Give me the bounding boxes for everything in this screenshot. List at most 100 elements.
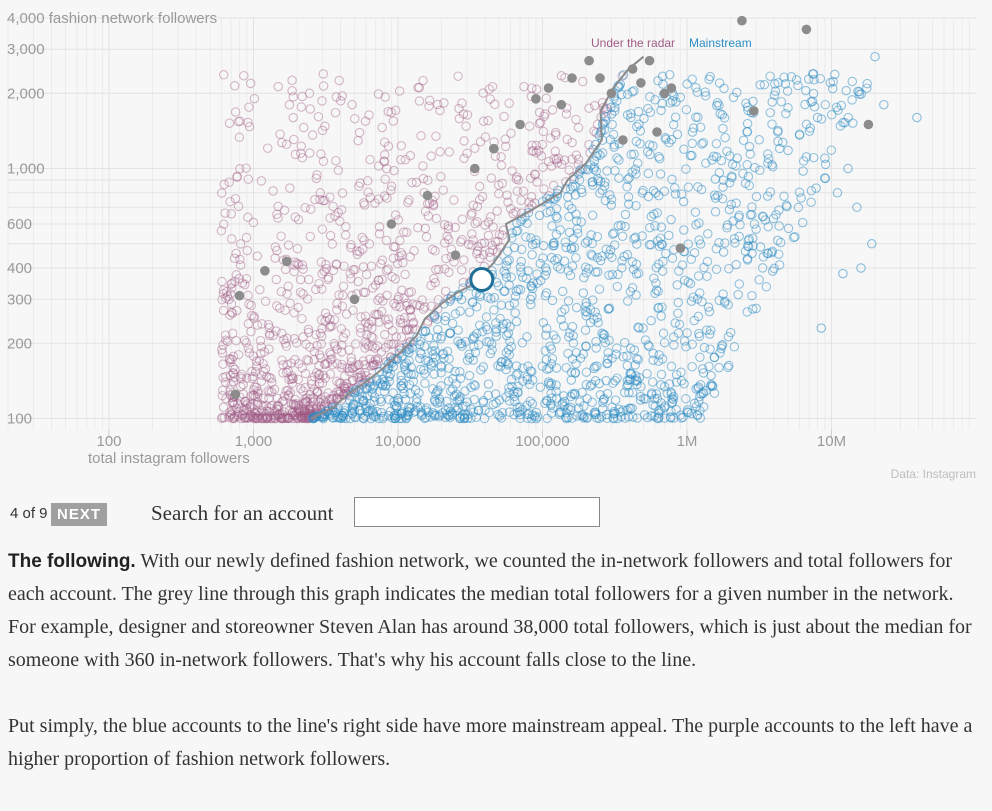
mainstream-point[interactable] [600, 195, 611, 206]
under-the-radar-point[interactable] [216, 188, 227, 198]
under-the-radar-point[interactable] [298, 404, 308, 414]
mainstream-point[interactable] [591, 336, 601, 347]
highlight-point[interactable] [644, 55, 655, 66]
steven-alan-point[interactable] [469, 267, 495, 292]
under-the-radar-point[interactable] [527, 83, 537, 93]
under-the-radar-point[interactable] [416, 131, 426, 141]
under-the-radar-point[interactable] [341, 309, 352, 319]
mainstream-point[interactable] [610, 376, 620, 386]
mainstream-point[interactable] [807, 69, 818, 79]
mainstream-point[interactable] [505, 336, 515, 346]
under-the-radar-point[interactable] [535, 117, 546, 128]
under-the-radar-point[interactable] [394, 342, 405, 352]
under-the-radar-point[interactable] [344, 363, 354, 374]
under-the-radar-point[interactable] [478, 88, 488, 98]
under-the-radar-point[interactable] [382, 290, 392, 301]
under-the-radar-point[interactable] [268, 186, 278, 196]
under-the-radar-point[interactable] [311, 367, 322, 378]
mainstream-point[interactable] [673, 297, 684, 308]
under-the-radar-point[interactable] [438, 185, 448, 195]
next-button[interactable]: NEXT [51, 503, 108, 526]
mainstream-point[interactable] [631, 353, 642, 364]
mainstream-point[interactable] [742, 241, 753, 251]
under-the-radar-point[interactable] [341, 221, 351, 232]
under-the-radar-point[interactable] [359, 360, 370, 370]
mainstream-point[interactable] [501, 347, 512, 358]
under-the-radar-point[interactable] [317, 224, 328, 234]
mainstream-point[interactable] [691, 384, 701, 394]
mainstream-point[interactable] [619, 337, 630, 348]
under-the-radar-point[interactable] [478, 116, 489, 127]
under-the-radar-point[interactable] [531, 84, 542, 95]
mainstream-point[interactable] [705, 329, 715, 339]
mainstream-point[interactable] [806, 197, 816, 207]
under-the-radar-point[interactable] [242, 245, 253, 256]
under-the-radar-point[interactable] [322, 312, 333, 323]
under-the-radar-point[interactable] [248, 371, 258, 382]
mainstream-point[interactable] [415, 347, 425, 358]
under-the-radar-point[interactable] [221, 293, 231, 304]
under-the-radar-point[interactable] [260, 413, 271, 424]
under-the-radar-point[interactable] [314, 350, 325, 360]
mainstream-point[interactable] [718, 175, 729, 186]
under-the-radar-point[interactable] [550, 146, 561, 157]
under-the-radar-point[interactable] [395, 235, 405, 246]
under-the-radar-point[interactable] [468, 200, 479, 211]
under-the-radar-point[interactable] [241, 338, 252, 348]
under-the-radar-point[interactable] [374, 229, 385, 239]
mainstream-point[interactable] [676, 376, 687, 386]
under-the-radar-point[interactable] [293, 400, 304, 410]
mainstream-point[interactable] [581, 311, 591, 321]
mainstream-point[interactable] [626, 149, 637, 160]
under-the-radar-point[interactable] [362, 322, 373, 332]
mainstream-point[interactable] [720, 238, 730, 248]
under-the-radar-point[interactable] [305, 401, 315, 411]
mainstream-point[interactable] [559, 256, 570, 266]
mainstream-point[interactable] [527, 249, 537, 260]
under-the-radar-point[interactable] [380, 342, 391, 353]
under-the-radar-point[interactable] [347, 363, 357, 374]
under-the-radar-point[interactable] [241, 400, 252, 410]
mainstream-point[interactable] [769, 263, 779, 274]
under-the-radar-point[interactable] [293, 408, 304, 419]
mainstream-point[interactable] [572, 224, 583, 234]
highlight-point[interactable] [282, 256, 292, 267]
mainstream-point[interactable] [830, 69, 840, 80]
mainstream-point[interactable] [491, 327, 501, 337]
under-the-radar-point[interactable] [487, 240, 497, 251]
under-the-radar-point[interactable] [567, 137, 577, 148]
under-the-radar-point[interactable] [251, 382, 262, 392]
under-the-radar-point[interactable] [591, 128, 601, 138]
under-the-radar-point[interactable] [263, 386, 273, 396]
under-the-radar-point[interactable] [298, 413, 308, 423]
under-the-radar-point[interactable] [226, 307, 237, 318]
under-the-radar-point[interactable] [314, 370, 324, 380]
under-the-radar-point[interactable] [225, 407, 235, 417]
mainstream-point[interactable] [542, 207, 552, 218]
mainstream-point[interactable] [412, 393, 422, 404]
mainstream-point[interactable] [558, 321, 569, 331]
under-the-radar-point[interactable] [345, 242, 356, 253]
under-the-radar-point[interactable] [308, 393, 319, 403]
under-the-radar-point[interactable] [331, 92, 342, 102]
mainstream-point[interactable] [642, 146, 653, 157]
under-the-radar-point[interactable] [261, 409, 271, 419]
mainstream-point[interactable] [627, 387, 638, 398]
mainstream-point[interactable] [648, 348, 658, 359]
under-the-radar-point[interactable] [237, 409, 248, 420]
under-the-radar-point[interactable] [233, 201, 244, 212]
mainstream-point[interactable] [551, 386, 561, 397]
under-the-radar-point[interactable] [281, 386, 291, 396]
under-the-radar-point[interactable] [383, 141, 394, 152]
under-the-radar-point[interactable] [519, 81, 529, 92]
under-the-radar-point[interactable] [284, 374, 294, 385]
under-the-radar-point[interactable] [317, 284, 327, 294]
mainstream-point[interactable] [635, 139, 645, 149]
mainstream-point[interactable] [428, 384, 438, 394]
under-the-radar-point[interactable] [253, 388, 263, 399]
under-the-radar-point[interactable] [226, 380, 236, 390]
mainstream-point[interactable] [613, 221, 624, 231]
under-the-radar-point[interactable] [279, 205, 290, 216]
under-the-radar-point[interactable] [328, 265, 339, 276]
under-the-radar-point[interactable] [431, 213, 442, 224]
